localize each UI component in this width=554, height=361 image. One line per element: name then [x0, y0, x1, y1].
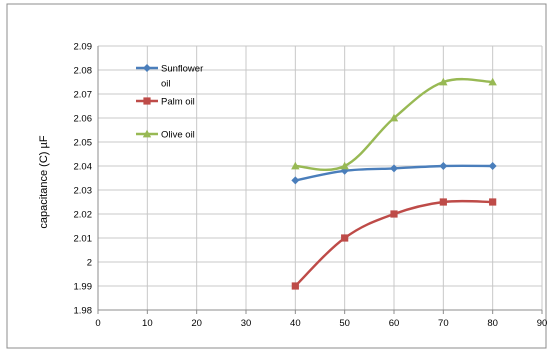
x-tick-label: 80 [487, 318, 498, 329]
y-tick-label: 2.06 [74, 114, 93, 125]
y-tick-label: 2.01 [74, 234, 93, 245]
series-palm-oil [291, 198, 497, 290]
chart-frame [6, 3, 547, 349]
y-tick-label: 1.98 [74, 306, 93, 317]
axes: 1.98 1.99 2 2.01 2.02 2.03 2.04 2.05 2.06 2.07 2.0… [74, 42, 548, 330]
data-point [341, 234, 349, 242]
y-tick-label: 2.02 [74, 210, 93, 221]
y-tick-label: 1.99 [74, 282, 93, 293]
data-point [340, 161, 349, 170]
legend-swatch-marker [143, 64, 151, 72]
data-point [439, 198, 447, 206]
x-tick-label: 30 [241, 318, 252, 329]
data-point [488, 162, 497, 170]
x-tick-label: 70 [438, 318, 449, 329]
series-olive-oil [291, 77, 497, 171]
data-point [390, 164, 398, 173]
legend-item: Palm oil [136, 97, 195, 108]
legend-item: Olive oil [136, 130, 195, 141]
legend: Sunflower oil Palm oil Olive oil [136, 64, 203, 141]
series [291, 77, 497, 290]
x-tick-label: 10 [142, 318, 153, 329]
data-point [291, 282, 299, 290]
x-tick-label: 90 [537, 318, 548, 329]
x-tick-label: 60 [389, 318, 400, 329]
data-point [489, 198, 497, 206]
y-axis-label: capacitance (C) µF [38, 135, 50, 228]
y-tick-label: 2.05 [74, 138, 93, 149]
y-tick-label: 2.09 [74, 42, 93, 53]
y-tick-label: 2 [87, 258, 92, 269]
data-point [439, 162, 448, 170]
data-point [439, 77, 448, 86]
data-point [488, 77, 497, 86]
legend-label: Olive oil [161, 130, 195, 141]
legend-swatch-marker [143, 97, 151, 105]
y-tick-label: 2.03 [74, 186, 93, 197]
x-tick-label: 20 [191, 318, 202, 329]
data-point [390, 210, 398, 218]
x-tick-label: 0 [95, 318, 100, 329]
legend-swatch-marker [142, 129, 152, 138]
x-tick-label: 40 [290, 318, 301, 329]
y-tick-label: 2.04 [74, 162, 93, 173]
y-tick-label: 2.07 [74, 90, 93, 101]
legend-label: oil [161, 79, 171, 90]
y-tick-label: 2.08 [74, 66, 93, 77]
data-point [389, 113, 399, 122]
data-point [291, 176, 300, 185]
legend-item: Sunflower oil [136, 64, 203, 90]
legend-label: Palm oil [161, 97, 195, 108]
legend-label: Sunflower [161, 64, 203, 75]
x-tick-label: 50 [339, 318, 350, 329]
data-point [291, 161, 300, 170]
